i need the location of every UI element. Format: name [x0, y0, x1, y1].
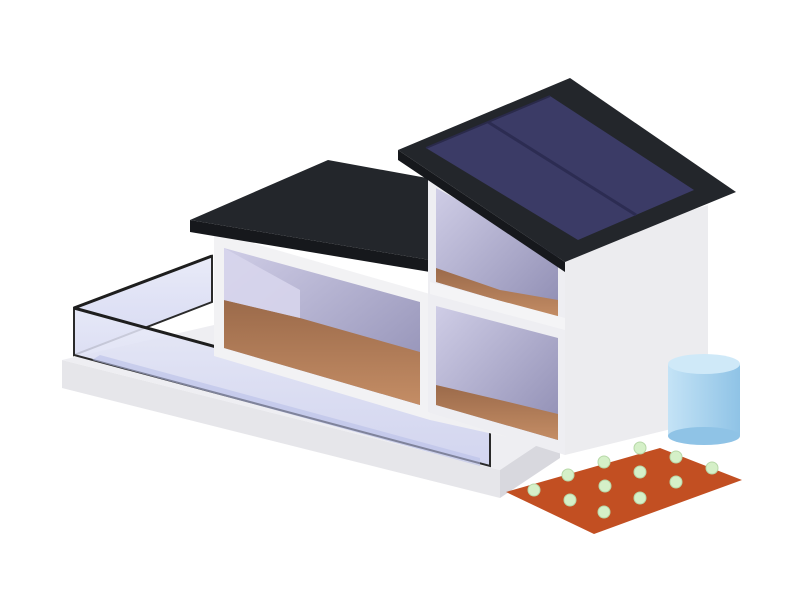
flat-roof	[190, 160, 438, 272]
garden-bed	[506, 441, 742, 534]
plant-cluster	[527, 441, 719, 519]
lower-right-room	[436, 306, 558, 440]
upper-room	[436, 188, 558, 318]
left-room	[224, 248, 420, 405]
solar-panel-roof	[398, 78, 736, 272]
glass-balcony-railing	[73, 254, 491, 468]
mid-floor-slab	[430, 282, 565, 330]
water-tank	[668, 354, 740, 445]
